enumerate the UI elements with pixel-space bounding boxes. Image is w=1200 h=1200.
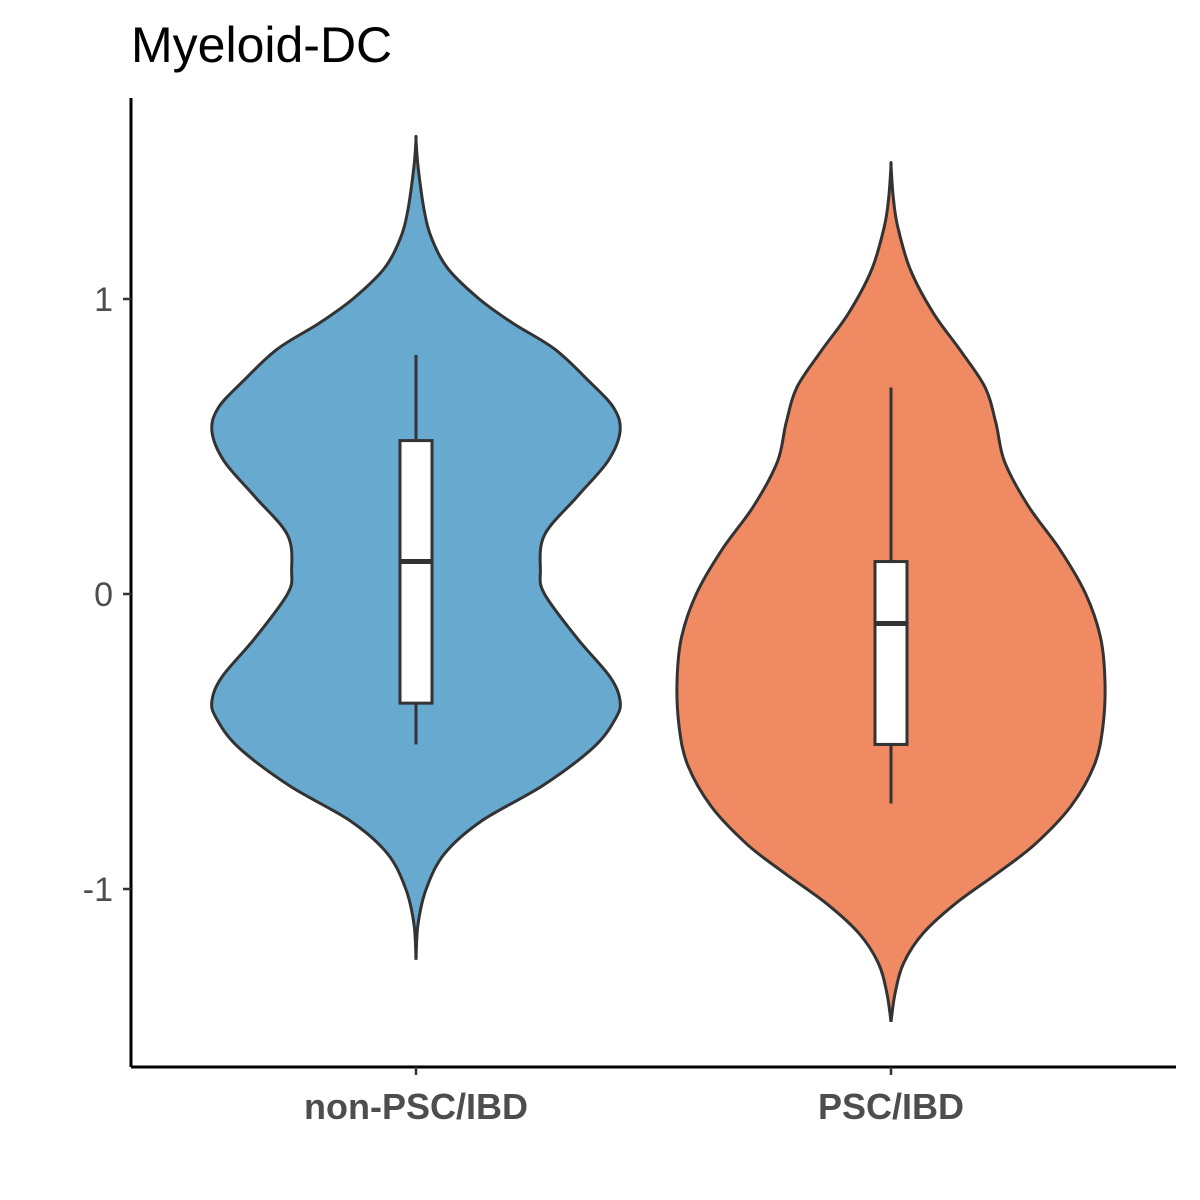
- y-tick-label: 1: [94, 281, 113, 319]
- x-tick-label: PSC/IBD: [818, 1086, 964, 1127]
- boxplot-layer: [398, 355, 909, 804]
- y-ticks: -1 0 1: [83, 281, 131, 909]
- y-tick-label: -1: [83, 871, 113, 909]
- boxplot-psc-ibd: [873, 387, 909, 804]
- violin-layer: [210, 134, 1107, 1023]
- iqr-box: [398, 439, 434, 705]
- x-tick-label: non-PSC/IBD: [304, 1086, 528, 1127]
- iqr-box: [873, 560, 909, 746]
- chart-title: Myeloid-DC: [131, 17, 392, 73]
- y-tick-label: 0: [94, 576, 113, 614]
- x-ticks: non-PSC/IBD PSC/IBD: [304, 1067, 964, 1127]
- boxplot-non-psc-ibd: [398, 355, 434, 745]
- axes: [129, 98, 1176, 1069]
